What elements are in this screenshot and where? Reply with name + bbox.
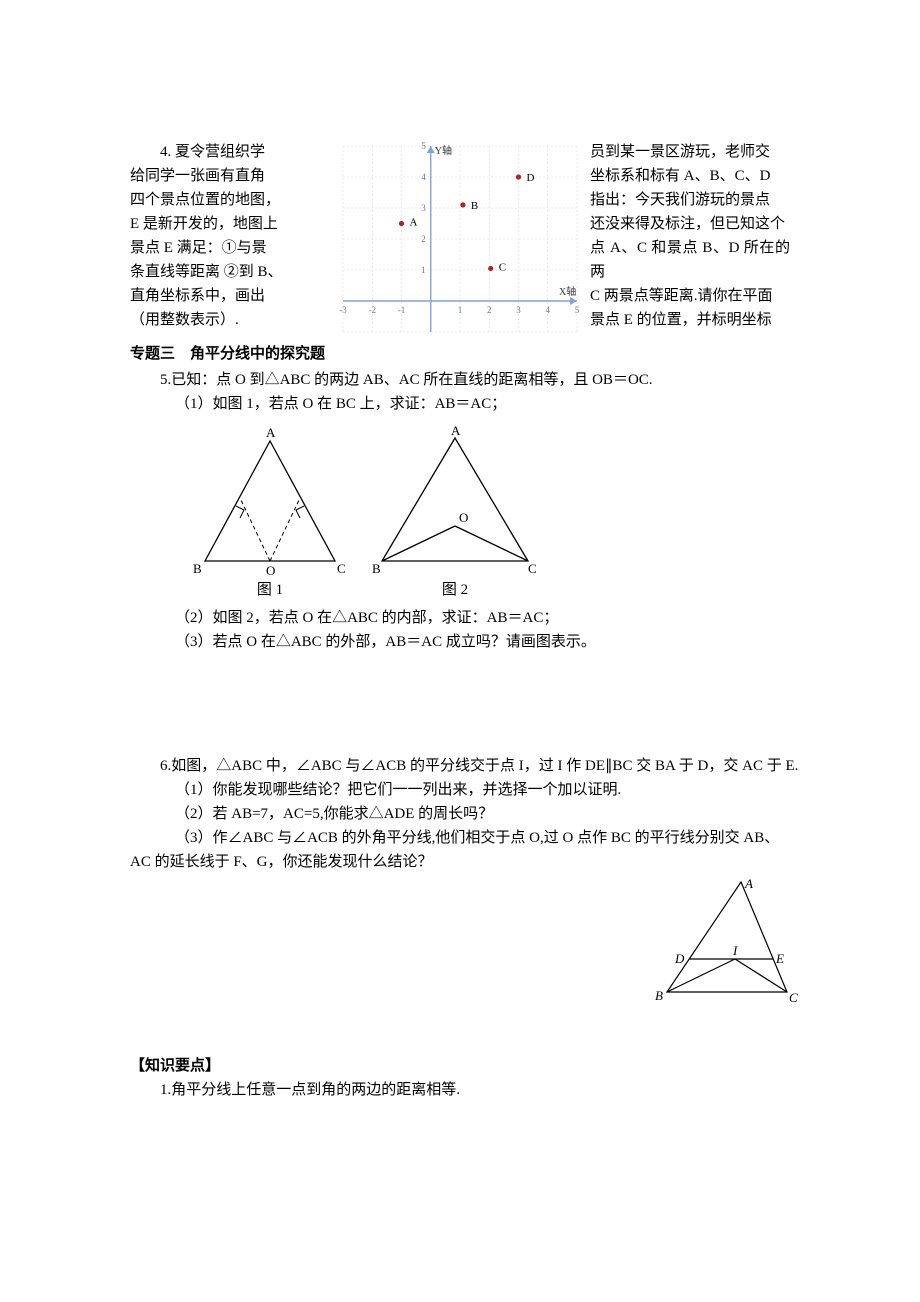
q4-left-text: 4. 夏令营组织学 给同学一张画有直角 四个景点位置的地图， E 是新开发的，地… — [130, 140, 330, 332]
svg-text:3: 3 — [516, 305, 521, 315]
q4-l2: 四个景点位置的地图， — [130, 188, 330, 212]
q5-fig1: A B C O 图 1 — [190, 426, 350, 602]
svg-text:D: D — [527, 172, 535, 184]
q4-graph: -3 -2 -1 1 2 3 4 5 1 2 3 4 5 Y轴 X轴 A B C D — [330, 140, 590, 338]
section3-title: 专题三 角平分线中的探究题 — [130, 342, 800, 366]
q6-p1: （1）你能发现哪些结论？把它们一一列出来，并选择一个加以证明. — [130, 778, 800, 802]
svg-text:O: O — [459, 510, 468, 525]
q4-r5: C 两景点等距离.请你在平面 — [590, 284, 790, 308]
svg-text:E: E — [775, 951, 784, 966]
triangle-fig3: A B C D E I — [655, 874, 800, 1004]
svg-text:5: 5 — [421, 141, 426, 151]
svg-text:-3: -3 — [339, 305, 347, 315]
q5-figures: A B C O 图 1 A B C O 图 2 — [190, 426, 800, 602]
svg-text:B: B — [471, 200, 478, 212]
svg-text:1: 1 — [458, 305, 463, 315]
q5-p2: （2）如图 2，若点 O 在△ABC 的内部，求证：AB＝AC； — [130, 606, 800, 630]
fig2-caption: 图 2 — [370, 578, 540, 602]
q4-r0: 员到某一景区游玩，老师交 — [590, 140, 790, 164]
coordinate-graph: -3 -2 -1 1 2 3 4 5 1 2 3 4 5 Y轴 X轴 A B C D — [335, 140, 585, 338]
svg-text:B: B — [193, 561, 202, 576]
svg-text:C: C — [528, 561, 537, 576]
svg-text:B: B — [655, 988, 663, 1003]
kp-1: 1.角平分线上任意一点到角的两边的距离相等. — [130, 1078, 800, 1102]
svg-text:2: 2 — [487, 305, 492, 315]
svg-text:A: A — [744, 876, 753, 891]
svg-text:4: 4 — [421, 172, 426, 182]
q6-figure: A B C D E I — [655, 874, 800, 1004]
svg-text:3: 3 — [421, 203, 426, 213]
svg-text:O: O — [266, 563, 275, 576]
svg-text:A: A — [410, 217, 418, 229]
fig1-caption: 图 1 — [190, 578, 350, 602]
q5-stem: 5.已知：点 O 到△ABC 的两边 AB、AC 所在直线的距离相等，且 OB＝… — [130, 368, 800, 392]
triangle-fig1: A B C O — [190, 426, 350, 576]
q6-p2: （2）若 AB=7，AC=5,你能求△ADE 的周长吗？ — [130, 802, 800, 826]
q5-p3: （3）若点 O 在△ABC 的外部，AB＝AC 成立吗？请画图表示。 — [130, 630, 800, 654]
q4-l3: E 是新开发的，地图上 — [130, 212, 330, 236]
q6-p3: （3）作∠ABC 与∠ACB 的外角平分线,他们相交于点 O,过 O 点作 BC… — [130, 826, 800, 874]
svg-text:A: A — [451, 426, 461, 438]
svg-text:X轴: X轴 — [559, 285, 576, 298]
q4-l5: 条直线等距离 ②到 B、 — [130, 260, 330, 284]
q4-r4: 点 A、C 和景点 B、D 所在的两 — [590, 236, 790, 284]
q4-r3: 还没来得及标注，但已知这个 — [590, 212, 790, 236]
q4-l6: 直角坐标系中，画出 — [130, 284, 330, 308]
svg-text:-2: -2 — [369, 305, 377, 315]
svg-text:-1: -1 — [398, 305, 406, 315]
kp-title: 【知识要点】 — [130, 1054, 800, 1078]
svg-text:B: B — [372, 561, 381, 576]
q4-r1: 坐标系和标有 A、B、C、D — [590, 164, 790, 188]
svg-text:Y轴: Y轴 — [435, 144, 452, 157]
q5-p1: （1）如图 1，若点 O 在 BC 上，求证：AB＝AC； — [130, 392, 800, 416]
q4-l0: 4. 夏令营组织学 — [130, 140, 330, 164]
q4-l1: 给同学一张画有直角 — [130, 164, 330, 188]
svg-text:C: C — [789, 990, 798, 1004]
q4-right-text: 员到某一景区游玩，老师交 坐标系和标有 A、B、C、D 指出：今天我们游玩的景点… — [590, 140, 790, 332]
svg-text:5: 5 — [575, 305, 580, 315]
q4-r2: 指出：今天我们游玩的景点 — [590, 188, 790, 212]
q4-block: 4. 夏令营组织学 给同学一张画有直角 四个景点位置的地图， E 是新开发的，地… — [130, 140, 800, 338]
q4-l7: （用整数表示）. — [130, 308, 330, 332]
svg-text:C: C — [499, 261, 506, 273]
q4-r6: 景点 E 的位置，并标明坐标 — [590, 308, 790, 332]
svg-text:I: I — [732, 943, 738, 958]
q5-fig2: A B C O 图 2 — [370, 426, 540, 602]
svg-text:D: D — [674, 951, 685, 966]
triangle-fig2: A B C O — [370, 426, 540, 576]
spacer — [130, 654, 800, 754]
q6-stem: 6.如图，△ABC 中，∠ABC 与∠ACB 的平分线交于点 I，过 I 作 D… — [130, 754, 800, 778]
q4-l4: 景点 E 满足：①与景 — [130, 236, 330, 260]
svg-text:4: 4 — [546, 305, 551, 315]
svg-text:C: C — [337, 561, 346, 576]
svg-text:A: A — [266, 426, 276, 440]
clear-spacer — [130, 1014, 800, 1054]
svg-text:2: 2 — [421, 234, 426, 244]
svg-text:1: 1 — [421, 265, 426, 275]
